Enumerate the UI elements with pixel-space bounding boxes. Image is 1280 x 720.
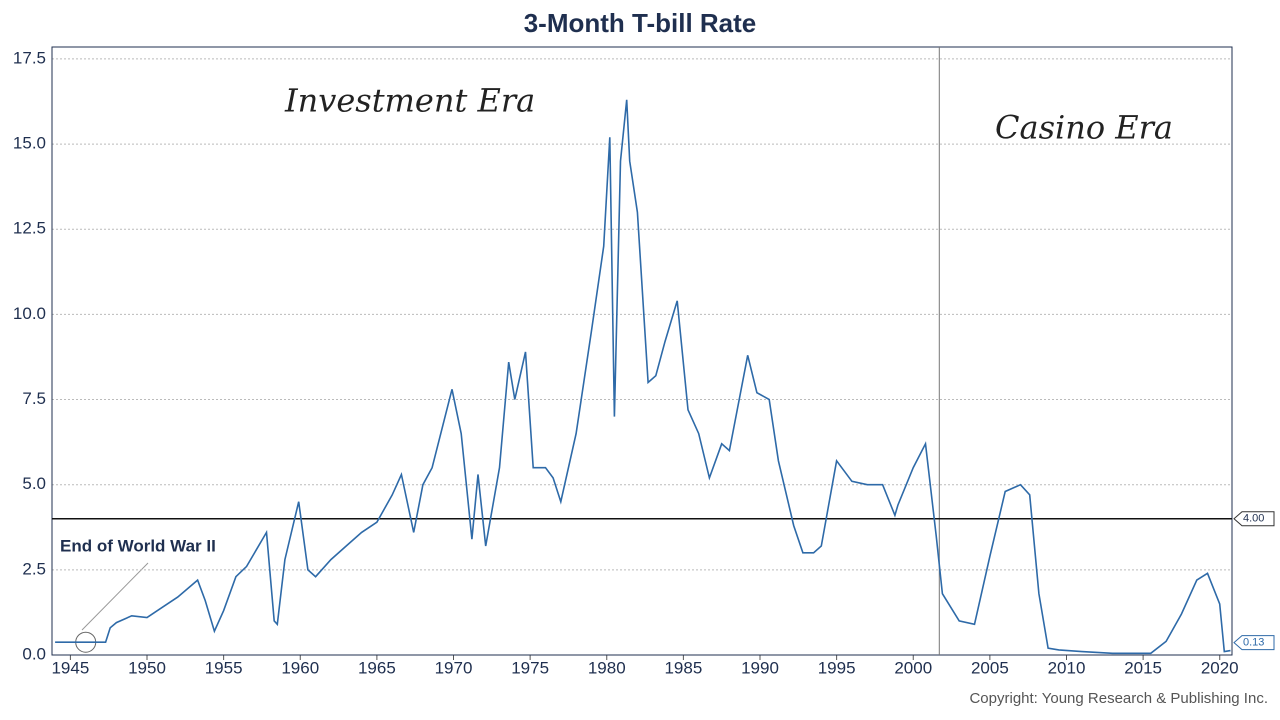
- x-tick-label: 1950: [128, 658, 166, 677]
- y-tick-label: 12.5: [13, 219, 46, 238]
- y-tick-label: 10.0: [13, 304, 46, 323]
- x-tick-label: 1980: [588, 658, 626, 677]
- x-tick-label: 1965: [358, 658, 396, 677]
- y-tick-label: 0.0: [22, 644, 46, 663]
- x-tick-label: 1945: [51, 658, 89, 677]
- x-tick-label: 1995: [818, 658, 856, 677]
- last-value-tag: [1233, 635, 1275, 651]
- series-line: [55, 99, 1231, 655]
- last-value-label: 0.13: [1243, 636, 1264, 648]
- x-tick-label: 2015: [1124, 658, 1162, 677]
- y-tick-label: 2.5: [22, 559, 46, 578]
- x-tick-label: 2005: [971, 658, 1009, 677]
- x-tick-label: 1970: [435, 658, 473, 677]
- y-tick-label: 7.5: [22, 389, 46, 408]
- x-tick-label: 2020: [1201, 658, 1239, 677]
- x-tick-label: 1960: [281, 658, 319, 677]
- x-tick-label: 1955: [205, 658, 243, 677]
- annotation: End of World War II: [60, 536, 216, 555]
- y-tick-label: 5.0: [22, 474, 46, 493]
- x-tick-label: 1975: [511, 658, 549, 677]
- x-tick-label: 1985: [664, 658, 702, 677]
- y-tick-label: 15.0: [13, 134, 46, 153]
- annotation: Casino Era: [995, 109, 1173, 147]
- x-tick-label: 1990: [741, 658, 779, 677]
- annotation-pointer: [81, 562, 149, 631]
- reference-tag: [1233, 511, 1275, 527]
- copyright: Copyright: Young Research & Publishing I…: [969, 690, 1268, 707]
- x-tick-label: 2010: [1048, 658, 1086, 677]
- plot-frame: [51, 46, 1233, 656]
- reference-label: 4.00: [1243, 513, 1264, 525]
- y-tick-label: 17.5: [13, 48, 46, 67]
- annotation: Investment Era: [284, 82, 535, 120]
- chart-title: 3-Month T-bill Rate: [524, 8, 757, 38]
- x-tick-label: 2000: [894, 658, 932, 677]
